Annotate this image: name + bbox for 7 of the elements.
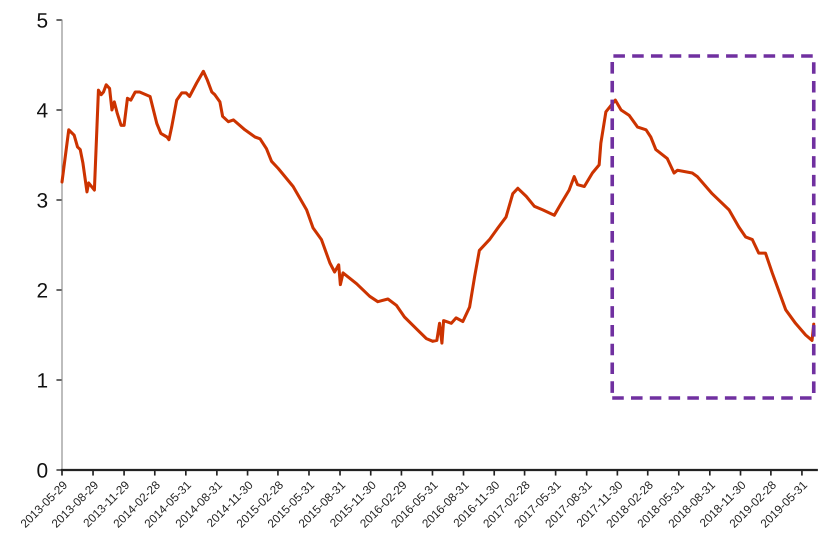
y-tick-label: 5 (37, 13, 48, 28)
y-tick-label: 4 (37, 103, 48, 118)
line-series (60, 70, 816, 345)
y-tick-label: 1 (38, 373, 48, 388)
y-tick-label: 3 (37, 193, 48, 208)
y-tick-label: 2 (38, 283, 48, 298)
y-tick-label: 0 (37, 463, 48, 478)
